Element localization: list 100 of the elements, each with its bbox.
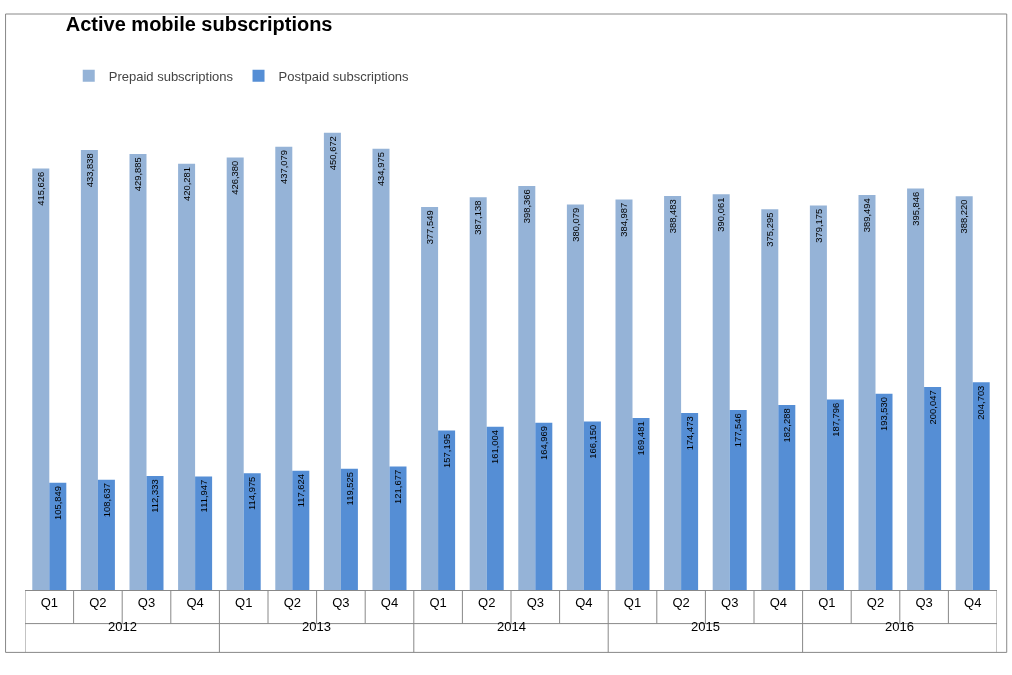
bar: [875, 393, 893, 590]
bar: [146, 476, 164, 590]
x-tick-label: Q2: [89, 594, 107, 610]
data-label: 182,288: [780, 408, 792, 443]
data-label: 119,525: [343, 472, 355, 506]
data-label: 395,846: [909, 191, 921, 226]
chart-title: Active mobile subscriptions: [65, 12, 333, 35]
data-label: 117,624: [294, 473, 306, 508]
data-label: 387,138: [472, 200, 484, 235]
data-label: 433,838: [83, 153, 95, 188]
data-label: 437,079: [277, 149, 289, 184]
data-label: 384,987: [618, 202, 630, 237]
bar: [535, 422, 553, 590]
x-tick-label: Q2: [478, 594, 496, 610]
data-label: 161,004: [489, 429, 501, 465]
x-tick-label: Q3: [137, 594, 156, 610]
text: 2012: [108, 619, 137, 634]
bar: [32, 168, 50, 590]
bar: [438, 430, 456, 590]
data-label: 380,079: [569, 207, 581, 242]
bar: [583, 421, 601, 590]
bar: [924, 387, 942, 590]
data-label: 390,061: [715, 197, 727, 232]
legend-label: Prepaid subscriptions: [108, 68, 234, 84]
x-tick-label: Q1: [818, 594, 836, 610]
data-label: 429,885: [132, 157, 144, 192]
bar: [955, 196, 973, 590]
x-tick-label: Q3: [526, 594, 544, 610]
x-tick-label: Q3: [915, 594, 933, 610]
bar: [907, 188, 925, 590]
x-tick-label: Q1: [623, 594, 642, 610]
x-tick-label: Q4: [186, 594, 204, 610]
bar: [97, 479, 115, 590]
data-label: 169,481: [635, 421, 647, 456]
data-label: 388,220: [958, 199, 970, 234]
data-label: 166,150: [586, 424, 598, 459]
bar: [826, 399, 844, 590]
data-label: 450,672: [326, 136, 338, 171]
x-tick-label: Q2: [866, 594, 885, 610]
bar: [340, 468, 358, 590]
data-label: 420,281: [180, 166, 192, 202]
bar: [712, 194, 730, 590]
x-tick-label: Q4: [575, 594, 593, 610]
bar: [421, 207, 439, 590]
bar: [809, 205, 827, 590]
data-label: 121,677: [392, 469, 404, 504]
x-tick-label: Q3: [721, 594, 739, 610]
bar: [372, 148, 390, 590]
bar: [323, 132, 341, 590]
bar: [518, 185, 536, 590]
data-label: 187,796: [829, 402, 841, 437]
data-label: 177,546: [732, 413, 744, 448]
x-tick-label: Q4: [769, 594, 787, 610]
bar: [243, 473, 261, 590]
x-tick-label: Q4: [964, 594, 982, 610]
data-label: 157,195: [440, 433, 452, 468]
data-label: 398,366: [520, 189, 532, 224]
bar: [49, 482, 67, 590]
legend-label: Postpaid subscriptions: [278, 68, 410, 84]
bar: [275, 146, 293, 590]
data-label: 415,626: [34, 171, 46, 206]
data-label: 204,703: [975, 385, 987, 420]
bar: [729, 409, 747, 590]
bar: [469, 197, 487, 590]
data-label: 375,295: [763, 212, 775, 247]
data-label: 389,494: [861, 198, 873, 233]
data-label: 112,333: [149, 479, 161, 513]
text: 2013: [302, 619, 331, 634]
data-label: 388,483: [666, 199, 678, 234]
data-label: 193,530: [878, 396, 890, 432]
bar: [292, 470, 310, 590]
bar: [761, 209, 779, 590]
bar: [389, 466, 407, 590]
bar: [632, 418, 650, 590]
text: 2015: [691, 619, 720, 634]
x-tick-label: Q3: [332, 594, 350, 610]
data-label: 105,849: [51, 485, 63, 520]
data-label: 434,975: [375, 152, 387, 187]
bar: [664, 195, 682, 590]
bar: [129, 153, 147, 590]
bar: [195, 476, 213, 590]
data-label: 379,175: [812, 208, 824, 243]
bar: [778, 405, 796, 590]
x-tick-label: Q1: [429, 594, 447, 610]
x-tick-label: Q1: [40, 594, 58, 610]
x-tick-label: Q2: [283, 594, 301, 610]
bar: [486, 426, 504, 590]
data-label: 111,947: [197, 479, 209, 513]
bar: [80, 149, 98, 590]
data-label: 200,047: [926, 390, 938, 425]
bar: [681, 413, 699, 590]
bar: [972, 382, 990, 590]
x-tick-label: Q1: [235, 594, 253, 610]
data-label: 174,473: [683, 416, 695, 451]
x-tick-label: Q2: [672, 594, 690, 610]
x-tick-label: Q4: [380, 594, 399, 610]
text: 2016: [885, 619, 914, 634]
data-label: 377,549: [423, 210, 435, 245]
data-label: 426,380: [229, 160, 241, 195]
text: 2014: [497, 619, 526, 634]
